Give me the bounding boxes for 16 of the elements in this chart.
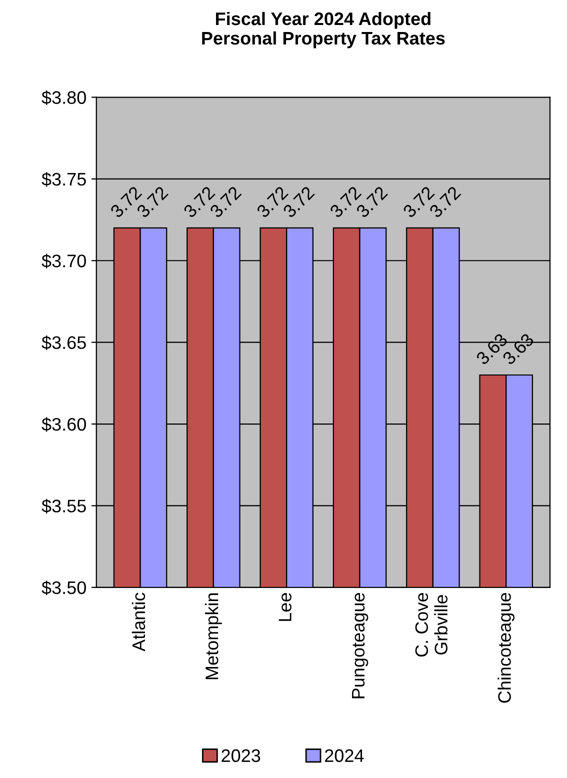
x-tick-label: Metompkin xyxy=(205,593,222,680)
y-tick-label: $3.50 xyxy=(42,580,86,596)
y-tick-label: $3.65 xyxy=(42,335,86,350)
y-tick-label: $3.70 xyxy=(42,254,86,268)
x-tick-label: Chincoteague xyxy=(498,593,515,703)
x-tick-label: Atlantic xyxy=(132,592,146,652)
x-tick-label: C. Cove Grbville xyxy=(415,593,448,657)
y-tick-label: $3.80 xyxy=(42,90,86,106)
y-tick-label: $3.55 xyxy=(42,498,86,514)
x-tick-label: Lee xyxy=(278,593,292,621)
chart-title: Fiscal Year 2024 Adopted Personal Property Tax Rates xyxy=(202,12,445,48)
x-tick-label: Pungoteague xyxy=(352,593,368,698)
y-tick-label: $3.60 xyxy=(42,417,86,432)
legend-label: 2023 xyxy=(222,749,260,762)
y-tick-label: $3.75 xyxy=(42,172,86,187)
legend-label: 2024 xyxy=(325,749,364,762)
